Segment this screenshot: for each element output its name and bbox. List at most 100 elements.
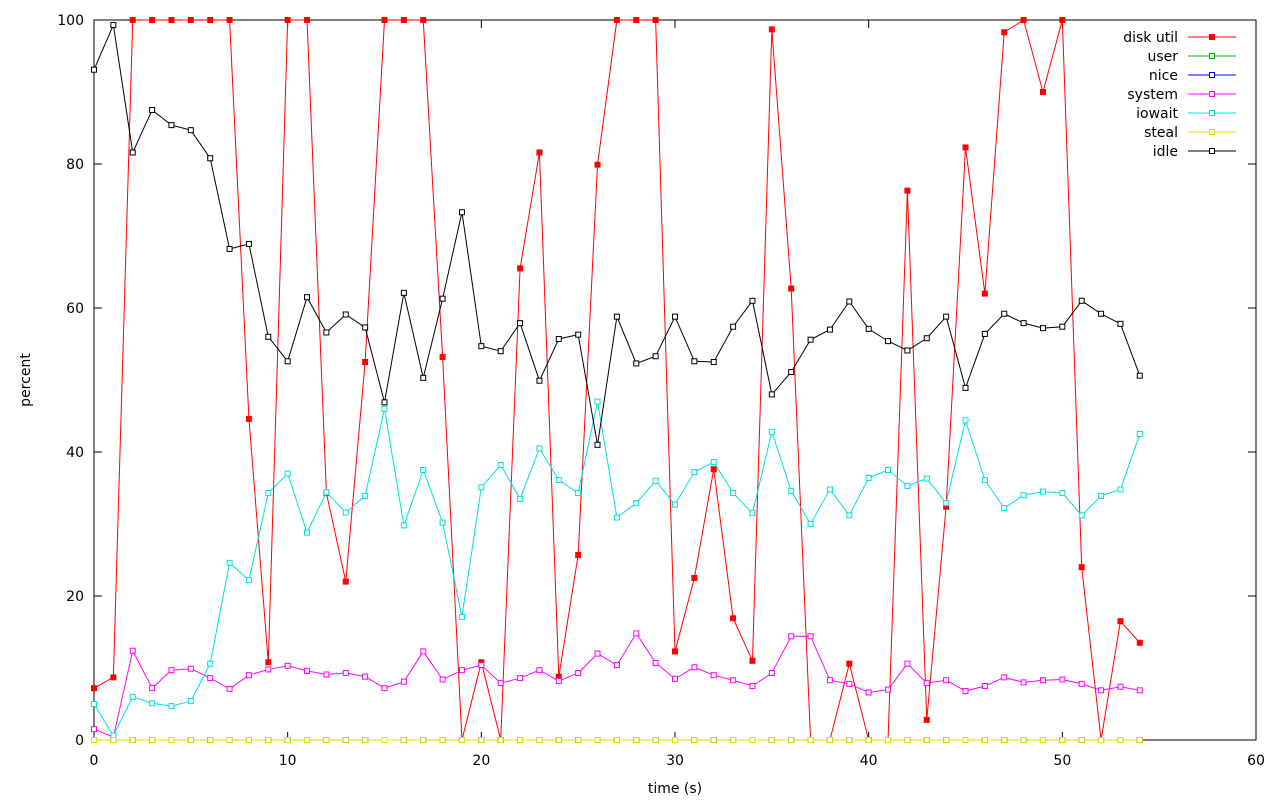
data-point — [730, 490, 737, 497]
data-point — [149, 700, 156, 707]
data-point — [129, 693, 136, 700]
data-point — [129, 737, 136, 743]
data-point — [1098, 492, 1105, 499]
data-point — [865, 474, 872, 481]
data-point — [497, 461, 504, 468]
data-point — [342, 578, 349, 585]
data-point — [575, 670, 582, 677]
legend-marker — [1209, 91, 1215, 97]
data-point — [362, 492, 369, 499]
series-line — [93, 23, 1141, 445]
data-point — [439, 737, 446, 743]
data-point — [788, 285, 795, 292]
data-point — [885, 737, 892, 743]
legend-item: system — [1127, 87, 1236, 103]
data-point — [439, 353, 446, 360]
data-point — [749, 297, 756, 304]
data-point — [613, 514, 620, 521]
data-point — [865, 689, 872, 696]
data-point — [1001, 674, 1008, 681]
data-point — [284, 358, 291, 365]
data-point — [458, 737, 465, 743]
data-point — [1020, 737, 1027, 743]
legend-marker — [1209, 148, 1215, 154]
data-point — [865, 325, 872, 332]
x-tick-label: 0 — [90, 753, 99, 769]
data-point — [846, 737, 853, 743]
data-point — [885, 686, 892, 693]
data-point — [226, 245, 233, 252]
data-point — [265, 659, 272, 666]
data-point — [633, 17, 640, 23]
data-point — [400, 678, 407, 685]
data-point — [633, 500, 640, 507]
data-point — [342, 509, 349, 516]
data-point — [168, 667, 175, 674]
data-point — [207, 660, 214, 667]
legend-item: steal — [1144, 125, 1236, 141]
data-point — [129, 149, 136, 156]
data-point — [265, 666, 272, 673]
data-point — [1136, 639, 1143, 646]
data-point — [904, 737, 911, 743]
data-point — [497, 680, 504, 687]
data-point — [536, 445, 543, 452]
data-point — [652, 353, 659, 360]
data-point — [652, 17, 659, 23]
data-point — [1001, 310, 1008, 317]
data-point — [187, 17, 194, 23]
data-point — [768, 391, 775, 398]
data-point — [730, 323, 737, 330]
y-tick-label: 40 — [66, 445, 84, 461]
series-steal — [91, 737, 1143, 743]
data-point — [672, 675, 678, 682]
data-point — [478, 662, 485, 669]
data-point — [981, 683, 988, 689]
data-point — [1020, 320, 1027, 327]
data-point — [1136, 431, 1143, 437]
data-point — [284, 17, 291, 23]
plot-frame — [93, 19, 1257, 741]
data-point — [458, 667, 465, 674]
data-point — [633, 360, 640, 367]
data-point — [943, 737, 950, 743]
data-point — [613, 17, 620, 23]
data-point — [807, 737, 814, 743]
data-point — [672, 313, 678, 320]
data-point — [962, 688, 969, 695]
data-point — [594, 737, 601, 743]
legend-label: system — [1127, 87, 1178, 103]
data-point — [1039, 677, 1046, 684]
data-point — [710, 459, 717, 466]
data-point — [1098, 310, 1105, 317]
data-point — [613, 313, 620, 320]
legend-marker — [1209, 129, 1215, 135]
data-point — [110, 674, 117, 681]
data-point — [1117, 320, 1124, 327]
data-point — [439, 519, 446, 526]
data-point — [1117, 683, 1124, 690]
axis-ticks: 0 20 40 60 80 100 0 10 20 30 40 50 60 — [57, 13, 1265, 769]
series-iowait — [91, 398, 1143, 739]
data-point — [129, 647, 136, 654]
legend-label: user — [1147, 49, 1178, 65]
data-point — [749, 737, 756, 743]
data-point — [1136, 737, 1143, 743]
data-point — [1078, 737, 1085, 743]
data-point — [207, 737, 214, 743]
data-point — [575, 331, 582, 338]
data-point — [381, 737, 388, 743]
data-point — [1117, 737, 1124, 743]
data-point — [1001, 29, 1008, 36]
data-point — [691, 575, 698, 581]
data-point — [497, 348, 504, 355]
data-point — [1039, 737, 1046, 743]
data-point — [826, 677, 833, 684]
data-point — [652, 659, 659, 666]
data-point — [420, 648, 427, 655]
data-point — [362, 359, 369, 365]
data-point — [710, 672, 717, 679]
data-point — [149, 17, 156, 23]
data-point — [226, 737, 233, 743]
data-point — [710, 737, 717, 743]
